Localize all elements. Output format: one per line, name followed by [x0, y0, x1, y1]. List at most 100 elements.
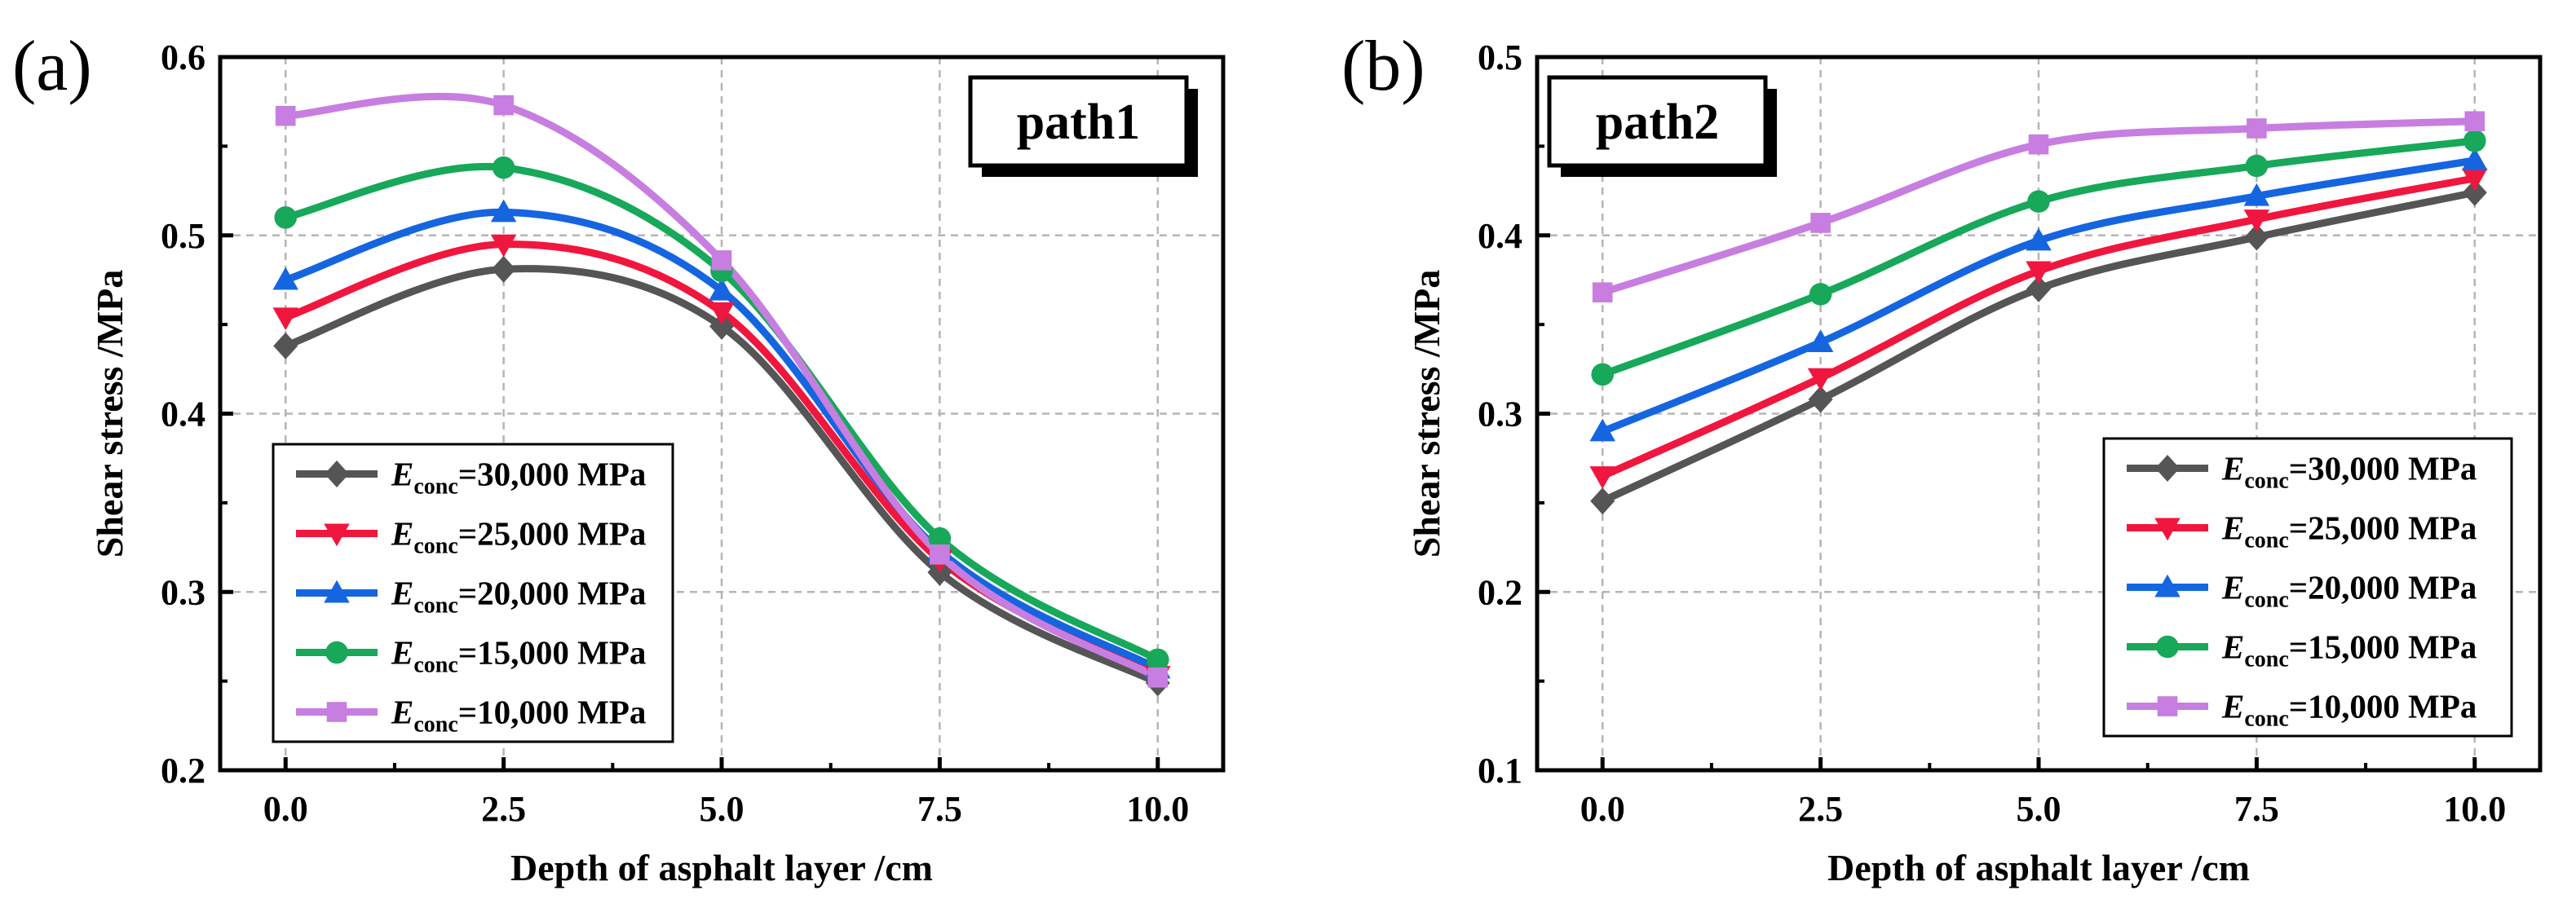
legend-item-4: Econc=15,000 MPa: [296, 634, 646, 678]
y-axis-title: Shear stress /MPa: [1406, 270, 1447, 558]
x-tick-label: 7.5: [917, 789, 962, 829]
legend-label: Econc=15,000 MPa: [391, 634, 646, 678]
y-tick-label: 0.5: [1478, 37, 1522, 77]
series-line-1: [281, 265, 1162, 687]
legend-swatch-marker: [324, 580, 350, 603]
series-line-4: [281, 162, 1162, 663]
path-tag-box: path1: [968, 75, 1198, 177]
data-point-s5-p4: [930, 544, 950, 565]
data-point-s1-p1: [1590, 487, 1615, 515]
x-tick-label: 5.0: [700, 789, 745, 829]
data-point-s3-p1: [272, 267, 298, 290]
data-point-s2-p3: [709, 302, 735, 325]
tag-label: path1: [1017, 95, 1141, 150]
data-point-s3-p3: [709, 277, 735, 301]
data-point-s1-p1: [273, 332, 298, 359]
panel-label: (b): [1341, 27, 1425, 106]
data-point-s1-p3: [709, 312, 734, 340]
data-point-s2-p2: [490, 234, 517, 258]
legend-label: Econc=10,000 MPa: [2221, 688, 2477, 732]
data-point-s3-p2: [1807, 329, 1834, 352]
data-point-s5-p2: [1810, 213, 1831, 233]
x-tick-label: 10.0: [1126, 789, 1189, 829]
data-point-s2-p2: [1807, 368, 1834, 391]
x-axis-title: Depth of asphalt layer /cm: [510, 847, 933, 888]
y-axis-ticks: 0.2 0.3 0.4 0.5 0.6: [161, 37, 233, 791]
data-point-s4-p5: [2463, 130, 2486, 152]
data-point-s4-p4: [2245, 154, 2269, 178]
legend-item-2: Econc=25,000 MPa: [2127, 509, 2477, 553]
data-point-s4-p1: [1591, 363, 1615, 386]
legend-swatch-marker: [2155, 455, 2180, 482]
data-point-s3-p1: [1589, 418, 1615, 442]
x-tick-label: 7.5: [2234, 789, 2279, 829]
legend-item-4: Econc=15,000 MPa: [2127, 628, 2477, 672]
x-tick-label: 0.0: [1580, 789, 1625, 829]
y-tick-label: 0.1: [1478, 751, 1522, 791]
data-point-s1-p4: [2244, 223, 2269, 251]
legend-label: Econc=25,000 MPa: [2221, 509, 2477, 553]
data-point-s1-p2: [491, 255, 516, 283]
y-tick-label: 0.6: [161, 37, 205, 77]
x-tick-label: 5.0: [2017, 789, 2061, 829]
legend-item-3: Econc=20,000 MPa: [296, 575, 646, 619]
legend-swatch-marker: [2154, 518, 2181, 541]
chart-panel-2: (b) 0.0 2.5 5.0 7.5 10.0 0.1 0.2 0.3 0.4 0.5 Depth …: [1341, 27, 2543, 888]
legend-item-3: Econc=20,000 MPa: [2127, 569, 2477, 613]
chart-panel-1: (a) 0.0 2.5 5.0 7.5 10.0 0.2 0.3 0.4 0.5 0.6 Depth …: [12, 27, 1226, 888]
y-axis-ticks: 0.1 0.2 0.3 0.4 0.5: [1478, 37, 1550, 791]
data-point-s2-p3: [2026, 261, 2052, 284]
legend-item-5: Econc=10,000 MPa: [2127, 688, 2477, 732]
legend-item-5: Econc=10,000 MPa: [296, 694, 646, 738]
data-point-s1-p3: [2026, 275, 2051, 302]
x-tick-label: 0.0: [263, 789, 308, 829]
data-point-s5-p3: [2028, 134, 2049, 155]
legend: Econc=30,000 MPa Econc=25,000 MPa Econc=20…: [272, 443, 674, 743]
tag-label: path2: [1596, 95, 1720, 150]
panel-label: (a): [12, 27, 92, 106]
x-axis-title: Depth of asphalt layer /cm: [1827, 847, 2250, 888]
legend-item-2: Econc=25,000 MPa: [296, 515, 646, 559]
legend-swatch-marker: [2156, 635, 2179, 659]
data-point-s5-p3: [711, 250, 732, 271]
legend-item-1: Econc=30,000 MPa: [2127, 450, 2477, 494]
data-point-s4-p2: [492, 156, 515, 179]
data-point-s2-p5: [2462, 168, 2488, 192]
data-point-s3-p4: [2243, 183, 2270, 206]
data-point-s1-p2: [1808, 386, 1833, 413]
data-point-s5-p1: [1592, 282, 1613, 303]
legend-swatch-marker: [2157, 696, 2178, 716]
data-point-s4-p2: [1809, 283, 1832, 306]
data-point-s2-p4: [2243, 209, 2270, 232]
data-point-s4-p1: [274, 206, 298, 229]
x-tick-label: 2.5: [1798, 789, 1843, 829]
data-point-s3-p3: [2026, 227, 2052, 251]
data-point-s5-p2: [493, 95, 514, 116]
y-tick-label: 0.4: [1478, 216, 1522, 256]
y-tick-label: 0.2: [1478, 572, 1522, 612]
legend-label: Econc=20,000 MPa: [2221, 569, 2477, 613]
legend-label: Econc=30,000 MPa: [2221, 450, 2477, 494]
legend-label: Econc=15,000 MPa: [2221, 628, 2477, 672]
data-point-s4-p3: [2027, 190, 2050, 213]
data-point-s5-p5: [2464, 111, 2485, 132]
y-tick-label: 0.4: [161, 394, 205, 434]
data-point-s5-p1: [275, 105, 296, 126]
y-tick-label: 0.3: [1478, 394, 1522, 434]
legend-swatch-marker: [2154, 574, 2181, 597]
series-markers: [272, 95, 1171, 697]
y-tick-label: 0.5: [161, 216, 205, 256]
path-tag-box: path2: [1547, 75, 1777, 177]
legend-item-1: Econc=30,000 MPa: [296, 456, 646, 500]
data-point-s5-p5: [1147, 667, 1169, 688]
y-axis-title: Shear stress /MPa: [89, 270, 130, 558]
data-point-s3-p2: [490, 199, 517, 223]
series-markers: [1589, 111, 2488, 515]
legend-label: Econc=10,000 MPa: [391, 694, 646, 738]
y-tick-label: 0.3: [161, 572, 205, 612]
legend-label: Econc=20,000 MPa: [391, 575, 646, 619]
x-axis-ticks: 0.0 2.5 5.0 7.5 10.0: [1580, 757, 2506, 829]
data-point-s4-p4: [928, 527, 952, 550]
legend-label: Econc=30,000 MPa: [391, 456, 646, 500]
